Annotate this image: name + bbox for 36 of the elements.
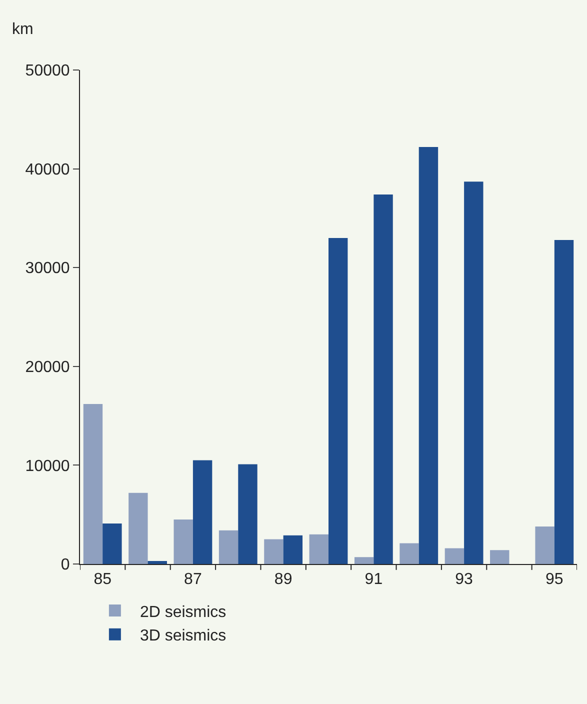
bar: [174, 520, 193, 564]
bar: [309, 534, 328, 564]
y-tick-label: 50000: [25, 62, 70, 80]
x-tick-label: 85: [94, 571, 112, 588]
bar: [444, 548, 464, 564]
bar: [264, 539, 284, 564]
x-tick-label: 93: [455, 571, 474, 588]
bar: [83, 404, 103, 564]
x-tick-label: 91: [364, 571, 383, 588]
x-tick-label: 87: [184, 571, 202, 588]
bar: [328, 238, 348, 564]
y-tick-label: 10000: [25, 458, 70, 475]
bar: [535, 526, 554, 564]
legend-label: 2D seismics: [140, 604, 226, 621]
bar: [283, 535, 303, 564]
bar: [128, 492, 148, 564]
x-tick-label: 89: [274, 571, 292, 588]
bar: [218, 530, 238, 564]
legend-label: 3D seismics: [140, 628, 226, 645]
bar: [374, 194, 393, 564]
bar: [192, 460, 212, 564]
bar: [148, 561, 167, 564]
bar: [400, 543, 419, 564]
y-axis-title: km: [12, 21, 34, 38]
x-tick-label: 95: [546, 571, 564, 588]
bar: [354, 557, 374, 564]
bar: [238, 464, 258, 564]
y-tick-label: 20000: [25, 359, 70, 376]
bar: [418, 147, 438, 564]
bar: [554, 240, 574, 564]
y-tick-label: 30000: [25, 260, 70, 278]
y-tick-label: 0: [60, 556, 70, 574]
y-tick-label: 40000: [25, 161, 70, 178]
bar: [464, 182, 484, 564]
bar: [490, 550, 510, 564]
bar: [102, 523, 122, 564]
